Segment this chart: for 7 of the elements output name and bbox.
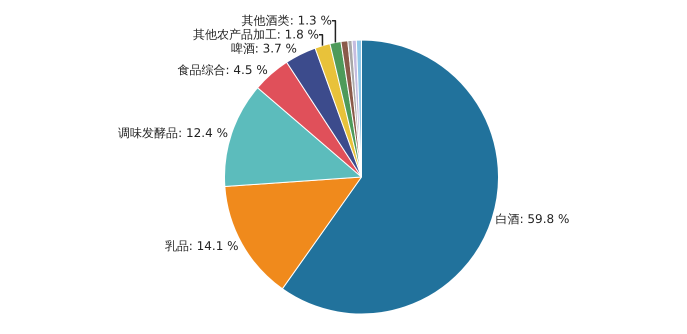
slice-label: 调味发酵品: 12.4 % (118, 126, 228, 140)
slice-label: 啤酒: 3.7 % (230, 42, 297, 56)
slice-label: 其他酒类: 1.3 % (242, 14, 332, 28)
slice-label: 白酒: 59.8 % (496, 212, 570, 226)
slice-label: 食品综合: 4.5 % (178, 62, 268, 77)
slice-label: 其他农产品加工: 1.8 % (192, 28, 319, 42)
slice-label: 乳品: 14.1 % (164, 238, 239, 253)
